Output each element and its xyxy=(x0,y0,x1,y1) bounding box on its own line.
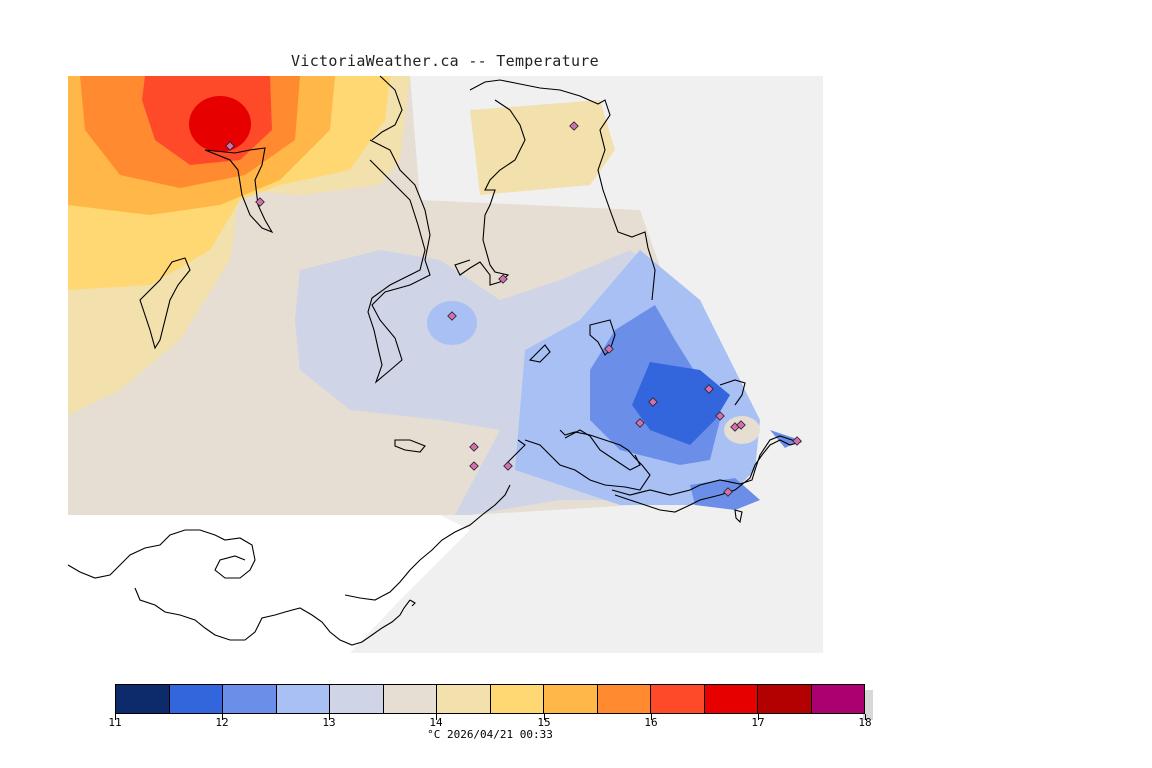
station-marker xyxy=(447,311,457,321)
colorbar-cell xyxy=(330,685,384,713)
station-marker xyxy=(569,121,579,131)
station-marker xyxy=(469,442,479,452)
colorbar-cell xyxy=(437,685,491,713)
map-title: VictoriaWeather.ca -- Temperature xyxy=(291,52,599,70)
station-marker xyxy=(723,487,733,497)
colorbar-tick-label: 11 xyxy=(108,716,122,729)
temperature-colorbar xyxy=(115,684,865,714)
colorbar-cell xyxy=(597,685,651,713)
station-marker xyxy=(736,420,746,430)
colorbar-cell xyxy=(490,685,544,713)
station-marker xyxy=(792,436,802,446)
station-marker xyxy=(503,461,513,471)
timestamp-label: °C 2026/04/21 00:33 xyxy=(427,728,553,741)
no-data-region xyxy=(68,515,470,653)
colorbar-cell xyxy=(383,685,437,713)
station-marker xyxy=(604,344,614,354)
colorbar-tick-label: 12 xyxy=(215,716,229,729)
station-marker xyxy=(469,461,479,471)
colorbar-tick-label: 18 xyxy=(858,716,872,729)
colorbar-tick-label: 14 xyxy=(429,716,443,729)
station-marker xyxy=(255,197,265,207)
station-marker xyxy=(635,418,645,428)
colorbar-cell xyxy=(544,685,598,713)
colorbar-tick xyxy=(115,714,116,720)
station-marker xyxy=(225,141,235,151)
colorbar-tick xyxy=(329,714,330,720)
coastlines xyxy=(67,75,803,646)
colorbar-tick xyxy=(758,714,759,720)
colorbar-tick-label: 15 xyxy=(537,716,551,729)
station-markers xyxy=(225,121,802,497)
station-marker xyxy=(704,384,714,394)
colorbar-tick xyxy=(436,714,437,720)
colorbar-cell xyxy=(223,685,277,713)
colorbar-cell xyxy=(811,685,864,713)
station-marker xyxy=(715,411,725,421)
station-marker xyxy=(498,274,508,284)
temperature-contours xyxy=(68,76,800,515)
colorbar-tick xyxy=(544,714,545,720)
colorbar-shadow xyxy=(863,690,873,720)
colorbar-cell xyxy=(651,685,705,713)
colorbar-cell xyxy=(758,685,812,713)
colorbar-cell xyxy=(116,685,170,713)
colorbar-tick xyxy=(865,714,866,720)
colorbar-tick xyxy=(651,714,652,720)
colorbar-tick-label: 13 xyxy=(322,716,336,729)
colorbar-cell xyxy=(704,685,758,713)
colorbar-cell xyxy=(169,685,223,713)
colorbar-tick-label: 16 xyxy=(644,716,658,729)
colorbar-cell xyxy=(276,685,330,713)
colorbar-tick-label: 17 xyxy=(751,716,765,729)
colorbar-tick xyxy=(222,714,223,720)
station-marker xyxy=(648,397,658,407)
